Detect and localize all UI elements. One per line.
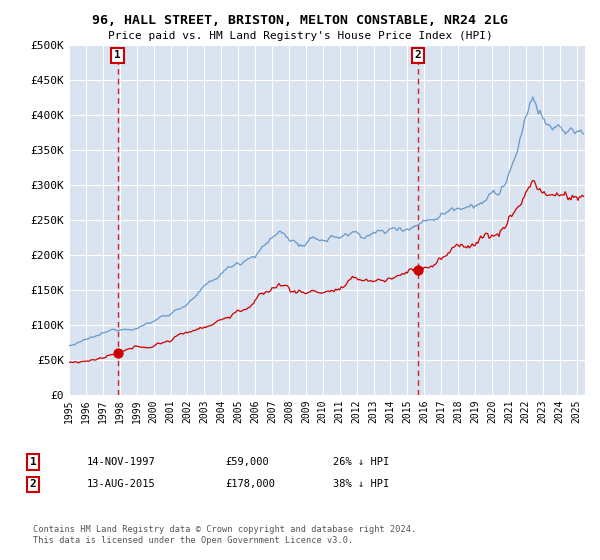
Text: 96, HALL STREET, BRISTON, MELTON CONSTABLE, NR24 2LG: 96, HALL STREET, BRISTON, MELTON CONSTAB… [92, 14, 508, 27]
Point [113, 349, 122, 358]
Text: 13-AUG-2015: 13-AUG-2015 [87, 479, 156, 489]
Text: 2: 2 [415, 50, 421, 60]
Text: Contains HM Land Registry data © Crown copyright and database right 2024.
This d: Contains HM Land Registry data © Crown c… [33, 525, 416, 545]
Text: 1: 1 [29, 457, 37, 467]
Text: 1: 1 [114, 50, 121, 60]
Text: Price paid vs. HM Land Registry's House Price Index (HPI): Price paid vs. HM Land Registry's House … [107, 31, 493, 41]
Text: 26% ↓ HPI: 26% ↓ HPI [333, 457, 389, 467]
Text: 38% ↓ HPI: 38% ↓ HPI [333, 479, 389, 489]
Text: £59,000: £59,000 [225, 457, 269, 467]
Text: 14-NOV-1997: 14-NOV-1997 [87, 457, 156, 467]
Text: 2: 2 [29, 479, 37, 489]
Point [413, 266, 422, 275]
Text: £178,000: £178,000 [225, 479, 275, 489]
